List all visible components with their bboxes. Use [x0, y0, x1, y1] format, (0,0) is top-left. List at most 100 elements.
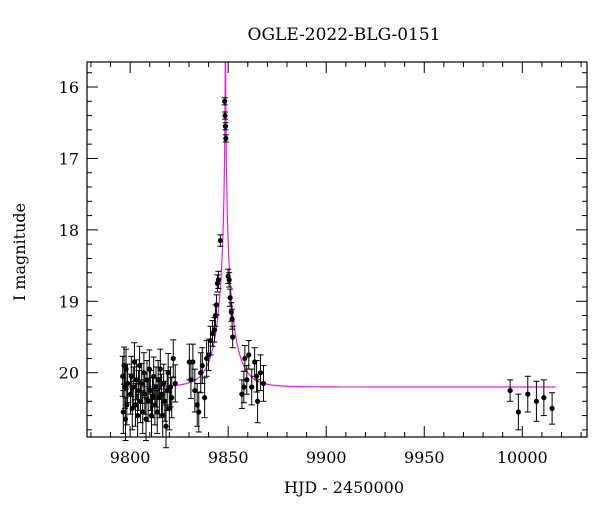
point-marker — [242, 355, 248, 362]
point-marker — [135, 387, 142, 394]
data-point — [213, 294, 220, 316]
data-point — [229, 325, 236, 349]
data-point — [221, 97, 228, 106]
point-marker — [132, 402, 139, 408]
data-point — [201, 377, 208, 419]
model-curve-layer — [122, 62, 556, 388]
data-point — [524, 375, 531, 413]
point-marker — [169, 395, 175, 401]
point-marker — [202, 395, 208, 401]
data-point — [253, 360, 260, 393]
point-marker — [139, 380, 145, 387]
point-marker — [541, 395, 547, 401]
point-marker — [533, 398, 540, 404]
data-point — [226, 272, 233, 288]
data-point — [157, 348, 164, 390]
point-marker — [229, 316, 235, 322]
data-point — [257, 354, 264, 392]
data-point — [515, 393, 522, 431]
data-point — [243, 365, 250, 395]
x-tick-label: 10000 — [497, 448, 548, 467]
point-marker — [246, 352, 252, 358]
x-tick-label: 9800 — [110, 448, 151, 467]
point-marker — [228, 309, 234, 315]
point-marker — [163, 423, 169, 429]
point-marker — [133, 377, 140, 383]
point-marker — [154, 409, 160, 415]
data-point — [131, 342, 138, 382]
point-marker — [162, 398, 168, 404]
point-marker — [244, 377, 250, 383]
data-point — [163, 404, 170, 449]
point-marker — [222, 98, 228, 104]
tick-labels: 9800 9850 9900 9950 10000 16 17 18 19 20 — [59, 78, 548, 467]
y-axis-label: I magnitude — [10, 203, 29, 301]
point-marker — [131, 359, 138, 365]
point-marker — [549, 405, 555, 412]
point-marker — [241, 384, 247, 390]
data-point — [170, 339, 177, 378]
data-point — [197, 352, 204, 394]
point-marker — [143, 416, 149, 422]
point-marker — [239, 391, 245, 397]
data-point — [133, 359, 140, 401]
y-tick-label: 18 — [59, 221, 79, 240]
data-point — [222, 134, 229, 143]
y-tick-label: 19 — [59, 292, 79, 311]
x-tick-label: 9950 — [404, 448, 445, 467]
data-point — [150, 356, 157, 397]
x-tick-label: 9850 — [208, 448, 249, 467]
point-marker — [140, 409, 146, 415]
data-point — [124, 363, 131, 404]
data-point — [248, 368, 255, 406]
chart-title: OGLE-2022-BLG-0151 — [248, 25, 441, 45]
data-point — [245, 340, 252, 370]
point-marker — [249, 384, 255, 390]
point-marker — [149, 395, 156, 401]
data-point — [549, 392, 556, 425]
data-point — [134, 393, 141, 438]
point-marker — [145, 398, 151, 404]
point-marker — [134, 412, 141, 419]
point-marker — [223, 135, 229, 142]
point-marker — [507, 387, 513, 394]
point-marker — [257, 370, 264, 376]
data-point — [172, 364, 179, 403]
data-point — [130, 366, 137, 408]
point-marker — [151, 373, 157, 379]
data-point — [540, 379, 547, 417]
point-marker — [124, 380, 131, 387]
point-marker — [196, 409, 202, 415]
point-marker — [230, 334, 236, 340]
data-point — [143, 397, 150, 442]
point-marker — [190, 359, 196, 365]
data-point — [507, 379, 514, 402]
data-point — [241, 345, 248, 372]
point-marker — [142, 391, 148, 397]
data-point — [135, 370, 142, 412]
y-tick-label: 17 — [59, 149, 79, 168]
point-marker — [215, 277, 221, 283]
data-points-layer — [119, 97, 556, 449]
point-marker — [172, 380, 178, 387]
point-marker — [160, 412, 166, 419]
x-tick-label: 9900 — [306, 448, 347, 467]
data-point — [260, 365, 267, 402]
point-marker — [213, 302, 220, 308]
point-marker — [199, 362, 205, 369]
point-marker — [217, 237, 223, 244]
data-point — [195, 391, 202, 433]
point-marker — [165, 370, 171, 376]
x-axis-label: HJD - 2450000 — [284, 478, 404, 497]
point-marker — [130, 384, 136, 390]
point-marker — [222, 112, 228, 119]
point-marker — [227, 295, 233, 301]
point-marker — [153, 384, 159, 390]
point-marker — [212, 312, 219, 319]
data-point — [238, 379, 245, 409]
data-point — [227, 288, 234, 307]
data-point — [215, 270, 222, 289]
data-point — [168, 377, 175, 419]
data-point — [222, 122, 229, 131]
